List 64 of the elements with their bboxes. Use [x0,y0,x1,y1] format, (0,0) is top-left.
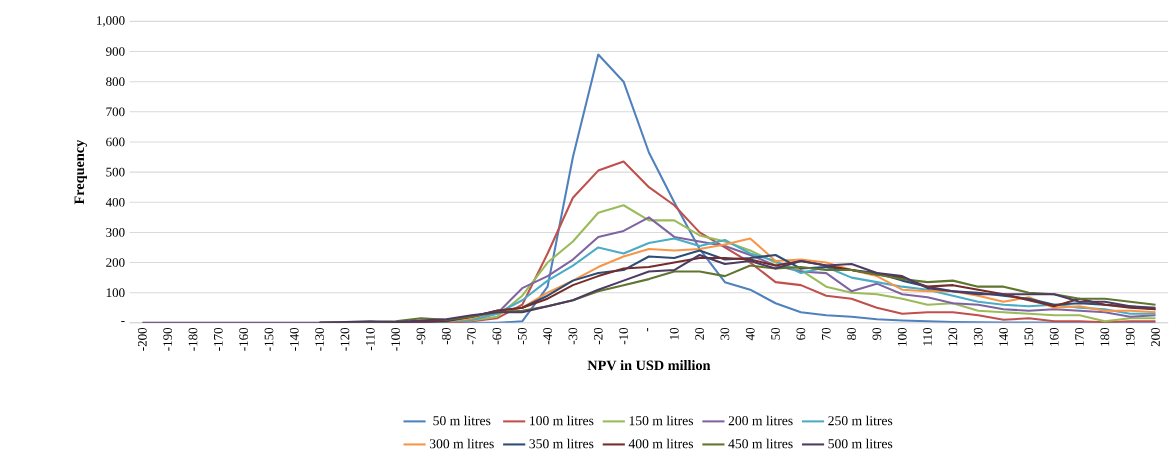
x-tick-label: -110 [365,327,375,351]
x-tick-label: 40 [745,327,755,341]
x-tick-label: -70 [467,327,476,345]
y-tick-label: 700 [106,107,125,117]
x-tick-label: -20 [593,327,603,345]
x-axis-title: NPV in USD million [587,360,711,371]
x-tick-label: 110 [923,327,932,346]
legend-label: 100 m litres [530,415,594,426]
x-tick-label: 60 [796,327,806,340]
y-tick-label: 400 [105,197,125,207]
x-tick-label: -60 [492,327,502,345]
x-tick-label: 140 [999,327,1008,346]
x-tick-label: 10 [669,327,679,340]
x-tick-label: -30 [568,327,578,345]
x-tick-label: 180 [1100,327,1110,346]
x-tick-label: -140 [289,327,299,351]
x-tick-label: 150 [1024,327,1034,346]
x-tick-label: 120 [948,327,958,346]
y-tick-label: 600 [106,137,125,147]
x-tick-label: -200 [137,327,147,351]
x-tick-label: -180 [188,327,198,351]
y-axis-title: Frequency [74,139,87,205]
x-tick-label: -80 [441,327,451,345]
legend-label: 200 m litres [728,415,793,426]
y-tick-label: - [121,321,125,323]
x-tick-label: 160 [1049,327,1059,346]
x-tick-label: -130 [315,327,324,351]
x-tick-label: -90 [416,327,426,345]
x-tick-label: -50 [517,327,527,345]
x-tick-label: -190 [163,327,173,351]
x-tick-label: 20 [695,327,704,340]
y-tick-label: 100 [106,288,125,298]
x-tick-label: 170 [1075,327,1084,346]
legend-label: 450 m litres [728,438,793,449]
x-tick-label: 70 [821,327,831,340]
x-tick-label: 80 [847,327,856,340]
x-tick-label: -120 [340,327,350,351]
legend-label: 250 m litres [828,415,893,426]
x-tick-label: 90 [872,327,882,340]
x-tick-label: 190 [1125,327,1135,346]
x-tick-label: 50 [771,327,780,340]
x-tick-label: - [647,327,649,332]
legend-label: 300 m litres [429,438,494,449]
y-tick-label: 500 [106,167,125,177]
x-tick-label: -160 [239,327,249,351]
y-tick-label: 1,000 [97,16,125,27]
y-tick-label: 200 [106,258,125,267]
y-tick-label: 300 [106,228,125,237]
x-tick-label: 200 [1151,327,1160,347]
y-tick-label: 800 [106,77,125,87]
x-tick-label: -40 [543,327,552,345]
x-tick-label: -10 [619,327,628,345]
legend-label: 400 m litres [628,438,694,449]
x-tick-label: 130 [973,327,983,346]
legend-label: 150 m litres [629,415,694,426]
y-tick-label: 900 [106,47,125,56]
x-tick-label: 30 [720,327,730,340]
x-tick-label: 100 [897,327,907,346]
legend-label: 50 m litres [433,415,491,426]
x-tick-label: -170 [213,327,223,351]
x-tick-label: -100 [391,327,400,351]
legend-label: 500 m litres [828,438,893,449]
x-tick-label: -150 [264,327,274,351]
legend-label: 350 m litres [529,438,594,449]
